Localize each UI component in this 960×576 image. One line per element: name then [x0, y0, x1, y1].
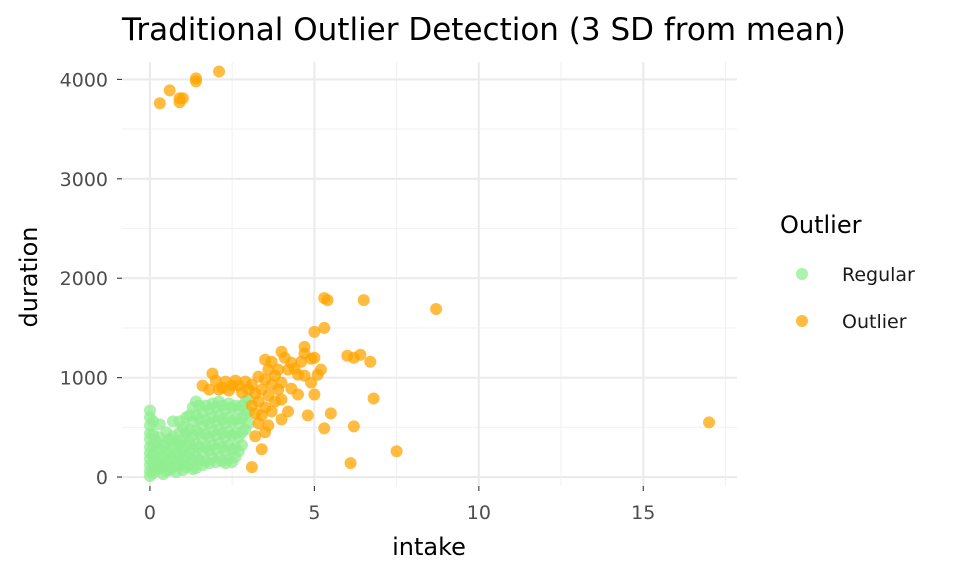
- gridlines: [122, 62, 737, 486]
- y-tick-label: 4000: [60, 69, 108, 91]
- y-tick-label: 1000: [60, 368, 108, 390]
- point-outlier: [308, 325, 321, 338]
- point-outlier: [252, 417, 265, 430]
- point-outlier: [275, 345, 288, 358]
- point-outlier: [285, 382, 298, 395]
- legend-key-regular: [796, 268, 808, 280]
- chart-title: Traditional Outlier Detection (3 SD from…: [121, 12, 846, 48]
- x-axis-title: intake: [392, 533, 466, 561]
- legend-key-outlier: [796, 315, 808, 327]
- point-outlier: [390, 445, 403, 458]
- point-outlier: [275, 413, 288, 426]
- y-tick-label: 3000: [60, 169, 108, 191]
- point-outlier: [249, 430, 262, 443]
- point-regular: [236, 439, 249, 452]
- point-outlier: [357, 294, 370, 307]
- point-outlier: [255, 443, 268, 456]
- point-outlier: [213, 65, 226, 78]
- legend-label-outlier: Outlier: [842, 311, 907, 333]
- x-tick-label: 5: [308, 502, 320, 524]
- point-outlier: [341, 349, 354, 362]
- point-outlier: [430, 303, 443, 316]
- point-outlier: [262, 363, 275, 376]
- x-tick-label: 10: [467, 502, 491, 524]
- point-regular: [242, 417, 255, 430]
- axis-ticks: 0 5 10 15 0 1000 2000 3000 4000: [60, 69, 656, 524]
- point-outlier: [318, 292, 331, 305]
- point-outlier: [153, 97, 166, 110]
- point-outlier: [318, 422, 331, 435]
- point-outlier: [245, 461, 258, 474]
- point-outlier: [196, 379, 209, 392]
- y-tick-label: 2000: [60, 268, 108, 290]
- point-outlier: [176, 92, 189, 105]
- point-outlier: [245, 399, 258, 412]
- x-tick-label: 0: [144, 502, 156, 524]
- point-outlier: [347, 420, 360, 433]
- point-outlier: [364, 355, 377, 368]
- point-outlier: [308, 388, 321, 401]
- point-outlier: [282, 363, 295, 376]
- point-outlier: [703, 416, 716, 429]
- point-outlier: [282, 405, 295, 418]
- point-outlier: [259, 426, 272, 439]
- point-outlier: [367, 392, 380, 405]
- point-regular: [153, 418, 166, 431]
- point-outlier: [324, 407, 337, 420]
- point-outlier: [301, 409, 314, 422]
- point-outlier: [206, 367, 219, 380]
- y-tick-label: 0: [96, 467, 108, 489]
- data-points: [143, 65, 716, 483]
- point-outlier: [252, 370, 265, 383]
- point-outlier: [318, 321, 331, 334]
- legend-title: Outlier: [780, 211, 862, 239]
- x-tick-label: 15: [631, 502, 655, 524]
- point-outlier: [189, 72, 202, 85]
- point-outlier: [259, 353, 272, 366]
- point-outlier: [163, 84, 176, 97]
- point-outlier: [311, 368, 324, 381]
- y-axis-title: duration: [15, 227, 43, 328]
- legend: Outlier Regular Outlier: [780, 211, 915, 333]
- point-outlier: [344, 457, 357, 470]
- legend-label-regular: Regular: [842, 264, 915, 286]
